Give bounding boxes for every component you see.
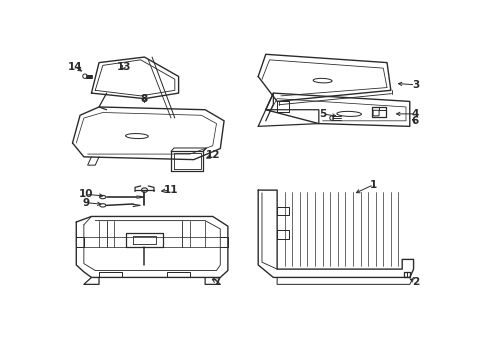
Text: 10: 10 (79, 189, 93, 199)
Text: 11: 11 (163, 185, 178, 195)
Text: 5: 5 (318, 109, 325, 119)
Text: 8: 8 (141, 94, 148, 104)
Text: 6: 6 (411, 116, 418, 126)
Text: 7: 7 (212, 276, 220, 287)
Text: 12: 12 (205, 150, 220, 161)
Text: 9: 9 (82, 198, 89, 208)
Text: 1: 1 (369, 180, 377, 190)
Text: 14: 14 (68, 62, 82, 72)
Text: 2: 2 (411, 276, 418, 287)
Text: 3: 3 (411, 80, 418, 90)
Text: 4: 4 (411, 109, 418, 119)
Text: 13: 13 (116, 62, 131, 72)
